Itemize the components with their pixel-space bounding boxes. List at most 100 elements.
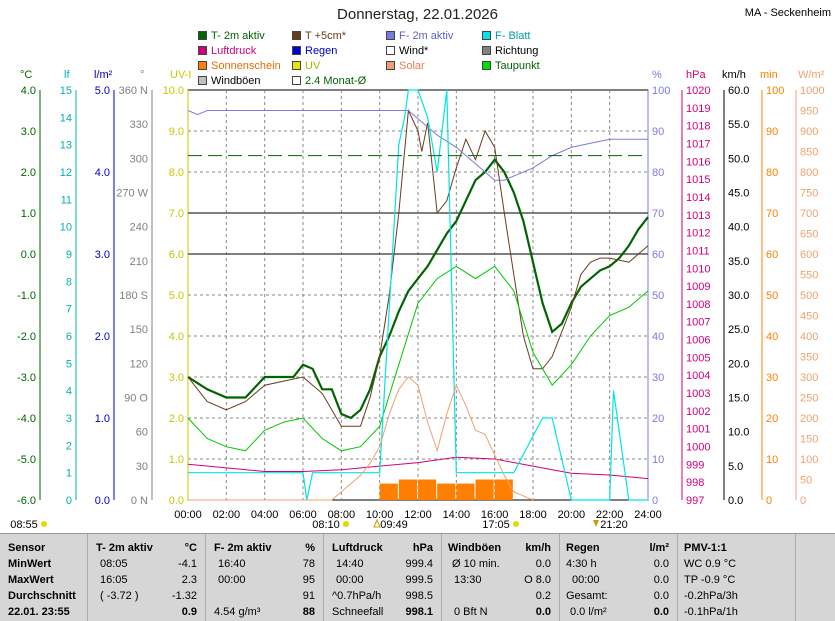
temp-avg-val: -1.32	[171, 590, 197, 602]
legend-label: T- 2m aktiv	[211, 30, 265, 42]
solar-axis-unit: W/m²	[798, 69, 825, 81]
minutes-tick-label: 80	[766, 167, 778, 179]
humidity-avg-val: 91	[302, 590, 315, 602]
temp-header: T- 2m aktiv	[96, 542, 153, 554]
row-label-min: MinWert	[8, 558, 52, 570]
minutes-tick-label: 50	[766, 290, 778, 302]
temp-tick-label: -1.0	[17, 290, 36, 302]
humidity-tick-label: 10	[652, 454, 664, 466]
rain-total-label: Gesamt:	[566, 590, 608, 602]
x-tick-label: 16:00	[481, 509, 509, 521]
humidity-tick-label: 50	[652, 290, 664, 302]
solar-tick-label: 300	[800, 372, 818, 384]
sun-time-label: 17:05	[482, 519, 510, 531]
gusts-avg-val: 0.2	[535, 590, 551, 602]
gusts-max-time: 13:30	[454, 574, 482, 586]
col-temp: T- 2m aktiv °C 08:05 -4.1 16:05 2.3 ( -3…	[88, 534, 206, 621]
temp-tick-label: -3.0	[17, 372, 36, 384]
leaf-axis-unit: lf	[64, 69, 70, 81]
direction-tick-label: 300	[130, 153, 148, 165]
minutes-tick-label: 0	[766, 495, 772, 507]
legend-label: Sonnenschein	[211, 60, 281, 72]
humidity-tick-label: 80	[652, 167, 664, 179]
humidity-axis-unit: %	[652, 69, 662, 81]
pressure-tick-label: 1011	[686, 245, 710, 257]
row-label-avg: Durchschnitt	[8, 590, 76, 602]
leaf-tick-label: 3	[66, 413, 72, 425]
leaf-tick-label: 13	[60, 140, 72, 152]
legend-swatch	[482, 31, 491, 40]
solar-tick-label: 800	[800, 167, 818, 179]
pressure-tick-label: 1002	[686, 406, 710, 418]
direction-tick-label: 360 N	[119, 85, 148, 97]
uv-tick-label: 10.0	[163, 85, 184, 97]
gusts-current: 0.0	[535, 606, 551, 618]
sunshine-bar	[494, 479, 513, 500]
temp-tick-label: -5.0	[17, 454, 36, 466]
legend-item-wind: Wind*	[386, 45, 428, 57]
minutes-tick-label: 90	[766, 126, 778, 138]
legend-item-temp2m: T- 2m aktiv	[198, 30, 265, 42]
pmv-trend3h: -0.2hPa/3h	[684, 590, 738, 602]
weather-chart: °C 4.0 3.0 2.0 1.0 0.0 -1.0 -2.0 -3.0 -4.0 -5.0 -6.…	[10, 69, 825, 531]
gusts-header: Windböen	[448, 542, 502, 554]
leaf-tick-label: 0	[66, 495, 72, 507]
leaf-tick-label: 14	[60, 112, 72, 124]
pressure-tick-label: 1001	[686, 424, 710, 436]
gusts-max-val: O 8.0	[524, 574, 551, 586]
sunshine-bar	[456, 483, 475, 500]
uvmax-marker	[373, 518, 381, 528]
wind-tick-label: 10.0	[728, 427, 749, 439]
temp-min-time: 08:05	[100, 558, 128, 570]
pressure-tick-label: 1004	[686, 370, 710, 382]
legend-swatch	[292, 76, 301, 85]
rain-row1-val: 0.0	[653, 558, 669, 570]
direction-tick-label: 150	[130, 324, 148, 336]
leaf-tick-label: 1	[66, 468, 72, 480]
solar-tick-label: 850	[800, 147, 818, 159]
pmv-header: PMV-1:1	[684, 542, 727, 554]
direction-tick-label: 270 W	[116, 188, 148, 200]
leaf-tick-label: 15	[60, 85, 72, 97]
pressure-max-val: 999.5	[405, 574, 433, 586]
pressure-min-time: 14:40	[336, 558, 364, 570]
wind-tick-label: 55.0	[728, 119, 749, 131]
wind-tick-label: 35.0	[728, 256, 749, 268]
pressure-trend: ^0.7hPa/h	[332, 590, 382, 602]
leaf-tick-label: 9	[66, 249, 72, 261]
legend-item-sunshine: Sonnenschein	[198, 60, 281, 72]
wind-tick-label: 30.0	[728, 290, 749, 302]
gusts-unit: km/h	[525, 542, 551, 554]
temp-tick-label: -4.0	[17, 413, 36, 425]
series-line	[187, 108, 649, 427]
direction-tick-label: 330	[130, 119, 148, 131]
wind-axis-unit: km/h	[722, 69, 746, 81]
pressure-tick-label: 1000	[686, 442, 710, 454]
x-tick-label: 24:00	[634, 509, 662, 521]
humidity-max-time: 00:00	[218, 574, 246, 586]
legend-label: 2.4 Monat-Ø	[305, 75, 367, 87]
legend-item-rain: Regen	[292, 45, 337, 57]
sun-marker	[513, 521, 519, 527]
humidity-min-time: 16:40	[218, 558, 246, 570]
pressure-tick-label: 1007	[686, 317, 710, 329]
x-tick-label: 00:00	[174, 509, 202, 521]
direction-tick-label: 30	[136, 461, 148, 473]
pmv-trend1h: -0.1hPa/1h	[684, 606, 738, 618]
pressure-tick-label: 1016	[686, 156, 710, 168]
legend-swatch	[292, 61, 301, 70]
direction-tick-label: 60	[136, 427, 148, 439]
uv-tick-label: 0.0	[169, 495, 184, 507]
pressure-tick-label: 1003	[686, 388, 710, 400]
rain-total-val: 0.0	[653, 590, 669, 602]
legend-item-dewpoint: Taupunkt	[482, 60, 540, 72]
row-label-current: 22.01. 23:55	[8, 606, 70, 618]
row-label-max: MaxWert	[8, 574, 54, 586]
minutes-tick-label: 40	[766, 331, 778, 343]
wind-tick-label: 25.0	[728, 324, 749, 336]
legend-label: Luftdruck	[211, 45, 257, 57]
uv-tick-label: 7.0	[169, 208, 184, 220]
temp-unit: °C	[184, 542, 197, 554]
humidity-tick-label: 90	[652, 126, 664, 138]
temp-tick-label: -6.0	[17, 495, 36, 507]
